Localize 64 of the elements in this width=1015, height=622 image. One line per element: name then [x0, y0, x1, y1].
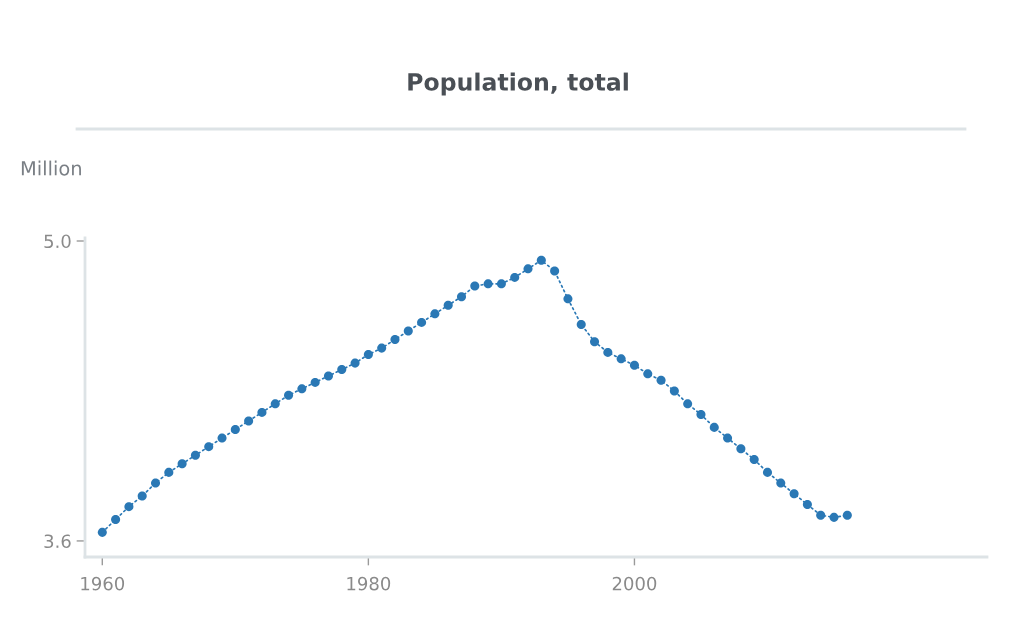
point: [430, 309, 440, 319]
point: [270, 399, 280, 409]
point: [762, 467, 772, 477]
point: [776, 478, 786, 488]
point: [217, 433, 227, 443]
point: [829, 512, 839, 522]
point: [643, 369, 653, 379]
point: [523, 264, 533, 274]
y-tick-label: 5.0: [44, 234, 71, 249]
point: [816, 510, 826, 520]
point: [377, 343, 387, 353]
point: [656, 375, 666, 385]
point: [669, 386, 679, 396]
point: [709, 422, 719, 432]
point: [749, 455, 759, 465]
point: [723, 433, 733, 443]
point: [390, 335, 400, 345]
point: [350, 358, 360, 368]
point: [257, 407, 267, 417]
point: [97, 527, 107, 537]
point: [456, 292, 467, 302]
point: [496, 279, 506, 289]
x-tick-label: 1960: [81, 576, 125, 591]
x-tick-label: 2000: [612, 576, 657, 591]
x-tick-label: 1980: [347, 576, 391, 591]
point: [470, 281, 480, 291]
point: [137, 491, 147, 501]
point: [736, 444, 746, 454]
point: [603, 347, 613, 357]
point: [483, 279, 493, 289]
point: [297, 384, 307, 394]
y-axis-title: Million: [21, 160, 81, 176]
point: [536, 255, 546, 265]
point: [337, 365, 347, 375]
point: [323, 371, 333, 381]
point: [244, 416, 254, 426]
point: [151, 478, 161, 488]
point: [310, 377, 320, 387]
point: [789, 489, 799, 499]
point: [111, 514, 121, 525]
point: [443, 300, 453, 310]
point: [629, 360, 639, 370]
point: [403, 326, 413, 336]
point: [590, 337, 600, 347]
point: [204, 442, 214, 452]
point: [230, 425, 240, 435]
point: [683, 399, 693, 409]
point: [164, 467, 174, 477]
point: [563, 294, 573, 304]
point: [363, 350, 373, 360]
point: [842, 510, 852, 520]
point: [124, 502, 134, 512]
point: [190, 450, 200, 460]
y-tick-label: 3.6: [44, 534, 71, 549]
chart-title: Population, total: [408, 72, 628, 96]
point: [696, 410, 706, 420]
point: [550, 266, 560, 276]
point: [417, 317, 427, 327]
point: [510, 272, 520, 282]
point: [802, 500, 812, 510]
point: [576, 320, 586, 330]
point: [177, 459, 187, 469]
point: [616, 354, 626, 364]
point: [284, 390, 294, 400]
